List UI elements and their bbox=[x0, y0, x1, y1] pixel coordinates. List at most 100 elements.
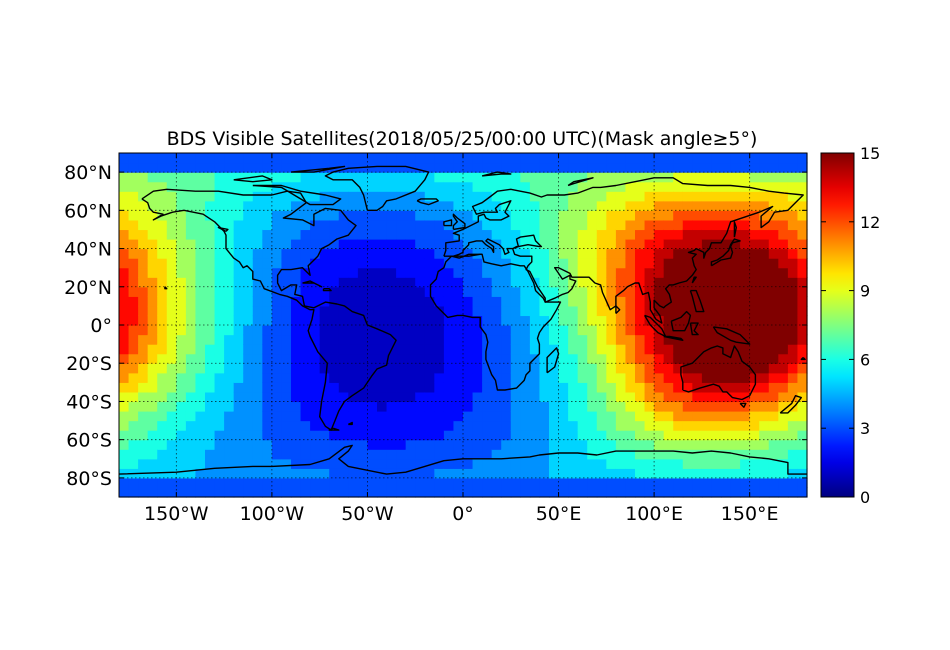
heatmap-cell bbox=[482, 353, 493, 364]
heatmap-cell bbox=[147, 305, 158, 317]
heatmap-cell bbox=[443, 200, 455, 211]
heatmap-cell bbox=[377, 200, 388, 211]
heatmap-cell bbox=[338, 277, 349, 288]
heatmap-cell bbox=[749, 353, 760, 364]
heatmap-cell bbox=[491, 458, 502, 469]
heatmap-cell bbox=[568, 162, 579, 173]
heatmap-cell bbox=[606, 229, 617, 240]
heatmap-cell bbox=[252, 191, 263, 202]
heatmap-cell bbox=[673, 487, 684, 498]
heatmap-cell bbox=[501, 430, 512, 441]
heatmap-cell bbox=[606, 267, 617, 278]
heatmap-cell bbox=[797, 305, 808, 317]
heatmap-cell bbox=[367, 391, 378, 403]
heatmap-cell bbox=[721, 315, 732, 326]
heatmap-cell bbox=[224, 430, 235, 441]
heatmap-cell bbox=[529, 477, 541, 489]
heatmap-cell bbox=[635, 210, 646, 221]
heatmap-cell bbox=[711, 411, 722, 422]
heatmap-cell bbox=[596, 296, 607, 307]
heatmap-cell bbox=[673, 391, 684, 403]
heatmap-cell bbox=[367, 229, 378, 240]
heatmap-cell bbox=[138, 325, 149, 336]
heatmap-cell bbox=[501, 210, 512, 221]
heatmap-cell bbox=[357, 219, 369, 231]
heatmap-cell bbox=[654, 353, 665, 364]
heatmap-cell bbox=[615, 248, 627, 259]
heatmap-cell bbox=[577, 229, 588, 240]
heatmap-cell bbox=[271, 162, 283, 173]
heatmap-cell bbox=[510, 430, 521, 441]
heatmap-cell bbox=[663, 449, 674, 460]
heatmap-cell bbox=[310, 363, 321, 374]
heatmap-cell bbox=[128, 411, 139, 422]
heatmap-cell bbox=[730, 468, 741, 479]
heatmap-cell bbox=[453, 449, 464, 460]
heatmap-cell bbox=[243, 315, 254, 326]
heatmap-cell bbox=[797, 162, 808, 173]
heatmap-cell bbox=[252, 477, 263, 489]
heatmap-cell bbox=[701, 449, 713, 460]
heatmap-cell bbox=[701, 411, 713, 422]
heatmap-cell bbox=[443, 181, 455, 192]
heatmap-cell bbox=[529, 468, 541, 479]
heatmap-cell bbox=[635, 248, 646, 259]
heatmap-cell bbox=[740, 353, 751, 364]
heatmap-cell bbox=[205, 239, 216, 250]
heatmap-cell bbox=[195, 181, 206, 192]
heatmap-cell bbox=[262, 353, 273, 364]
heatmap-cell bbox=[415, 372, 426, 383]
heatmap-cell bbox=[443, 229, 455, 240]
heatmap-cell bbox=[119, 153, 130, 164]
heatmap-cell bbox=[759, 401, 770, 412]
heatmap-cell bbox=[654, 286, 665, 297]
heatmap-cell bbox=[625, 296, 636, 307]
heatmap-cell bbox=[453, 267, 464, 278]
heatmap-cell bbox=[749, 420, 760, 431]
heatmap-cell bbox=[119, 277, 130, 288]
heatmap-cell bbox=[692, 382, 703, 393]
heatmap-cell bbox=[663, 296, 674, 307]
heatmap-cell bbox=[453, 468, 464, 479]
heatmap-cell bbox=[434, 439, 445, 450]
heatmap-cell bbox=[243, 334, 254, 345]
heatmap-cell bbox=[281, 430, 292, 441]
heatmap-cell bbox=[357, 305, 369, 317]
heatmap-cell bbox=[243, 229, 254, 240]
heatmap-cell bbox=[463, 487, 474, 498]
heatmap-cell bbox=[625, 315, 636, 326]
heatmap-cell bbox=[463, 458, 474, 469]
heatmap-cell bbox=[357, 315, 369, 326]
heatmap-cell bbox=[730, 258, 741, 269]
heatmap-cell bbox=[338, 439, 349, 450]
heatmap-cell bbox=[262, 430, 273, 441]
heatmap-cell bbox=[243, 162, 254, 173]
heatmap-cell bbox=[529, 315, 541, 326]
heatmap-cell bbox=[157, 439, 168, 450]
heatmap-cell bbox=[424, 258, 435, 269]
heatmap-cell bbox=[185, 411, 197, 422]
heatmap-cell bbox=[119, 219, 130, 231]
heatmap-cell bbox=[711, 296, 722, 307]
heatmap-cell bbox=[510, 315, 521, 326]
heatmap-cell bbox=[205, 439, 216, 450]
heatmap-cell bbox=[243, 239, 254, 250]
heatmap-cell bbox=[329, 344, 340, 355]
heatmap-cell bbox=[635, 334, 646, 345]
heatmap-cell bbox=[615, 372, 627, 383]
heatmap-cell bbox=[615, 305, 627, 317]
heatmap-cell bbox=[367, 239, 378, 250]
heatmap-cell bbox=[778, 248, 789, 259]
heatmap-cell bbox=[434, 468, 445, 479]
heatmap-cell bbox=[654, 191, 665, 202]
heatmap-cell bbox=[329, 200, 340, 211]
heatmap-cell bbox=[482, 344, 493, 355]
heatmap-cell bbox=[348, 420, 359, 431]
heatmap-cell bbox=[396, 162, 407, 173]
heatmap-cell bbox=[654, 430, 665, 441]
heatmap-cell bbox=[396, 353, 407, 364]
heatmap-cell bbox=[185, 258, 197, 269]
heatmap-cell bbox=[787, 181, 799, 192]
heatmap-cell bbox=[434, 449, 445, 460]
heatmap-cell bbox=[319, 411, 330, 422]
